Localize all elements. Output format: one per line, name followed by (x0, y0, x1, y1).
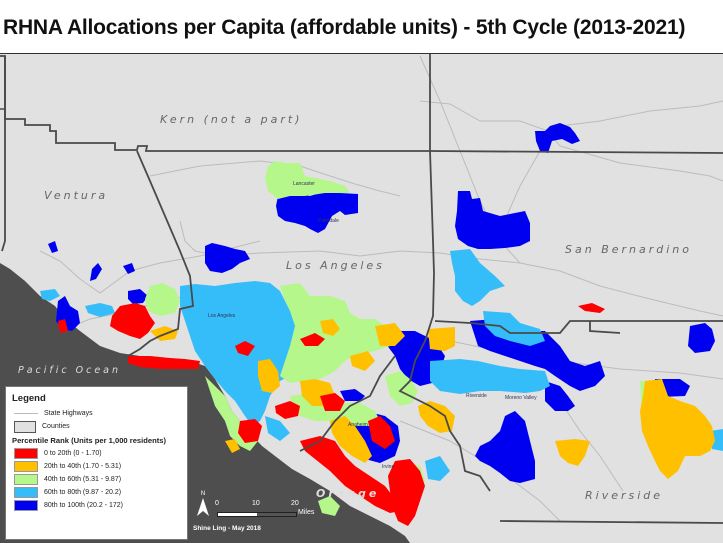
scale-tick-0: 0 (215, 500, 219, 507)
legend-row-class-1: 20th to 40th (1.70 - 5.31) (11, 460, 182, 473)
city-label-lancaster: Lancaster (293, 181, 315, 187)
scale-unit: Miles (298, 509, 315, 516)
map-legend: Legend State Highways Counties Percentil… (5, 386, 188, 540)
legend-class-label: 40th to 60th (5.31 - 9.87) (44, 476, 122, 483)
county-label-orange: Orange (316, 487, 379, 500)
county-label-los-angeles: Los Angeles (286, 259, 385, 272)
legend-class-label: 0 to 20th (0 - 1.70) (44, 450, 102, 457)
legend-row-counties: Counties (11, 420, 182, 433)
legend-row-class-0: 0 to 20th (0 - 1.70) (11, 447, 182, 460)
north-label: N (200, 491, 206, 497)
county-borders (0, 54, 723, 524)
county-swatch-icon (14, 420, 36, 433)
swatch-dark-blue-icon (14, 500, 38, 511)
map-title: RHNA Allocations per Capita (affordable … (3, 16, 686, 39)
swatch-light-blue-icon (14, 487, 38, 498)
north-arrow-icon (197, 498, 209, 516)
legend-row-class-3: 60th to 80th (9.87 - 20.2) (11, 486, 182, 499)
county-label-riverside: Riverside (585, 489, 663, 502)
scale-bar: 0 10 20 Miles (215, 500, 314, 520)
county-label-ventura: Ventura (44, 189, 108, 202)
swatch-red-icon (14, 448, 38, 459)
legend-class-label: 60th to 80th (9.87 - 20.2) (44, 489, 122, 496)
legend-title: Legend (12, 393, 46, 404)
swatch-orange-icon (14, 461, 38, 472)
county-label-kern: Kern (not a part) (160, 113, 302, 126)
swatch-light-green-icon (14, 474, 38, 485)
city-label-palmdale: Palmdale (318, 218, 339, 224)
class-20-40-areas (150, 319, 715, 479)
north-arrow: N (196, 491, 210, 519)
scale-bar-graphic (217, 512, 297, 517)
ocean-label-pacific: Pacific Ocean (18, 365, 121, 376)
scale-tick-20: 20 (291, 500, 299, 507)
county-label-san-bernardino: San Bernardino (565, 243, 692, 256)
legend-label-counties: Counties (42, 423, 70, 430)
legend-class-label: 80th to 100th (20.2 - 172) (44, 502, 123, 509)
highway-line-icon (14, 413, 38, 414)
legend-label-highways: State Highways (44, 410, 93, 417)
scale-tick-10: 10 (252, 500, 260, 507)
legend-row-highways: State Highways (11, 407, 182, 420)
city-label-irvine: Irvine (382, 464, 394, 470)
map-frame: Kern (not a part) Ventura Los Angeles Sa… (0, 53, 723, 543)
legend-percentile-title: Percentile Rank (Units per 1,000 residen… (12, 436, 167, 445)
legend-row-class-4: 80th to 100th (20.2 - 172) (11, 499, 182, 512)
map-credit: Shine Ling - May 2018 (193, 525, 261, 532)
city-label-moreno-valley: Moreno Valley (505, 395, 537, 401)
legend-row-class-2: 40th to 60th (5.31 - 9.87) (11, 473, 182, 486)
class-0-20-areas (58, 303, 605, 526)
city-label-los-angeles: Los Angeles (208, 313, 236, 319)
legend-class-label: 20th to 40th (1.70 - 5.31) (44, 463, 122, 470)
city-label-riverside: Riverside (466, 393, 487, 399)
city-label-anaheim: Anaheim (348, 422, 368, 428)
